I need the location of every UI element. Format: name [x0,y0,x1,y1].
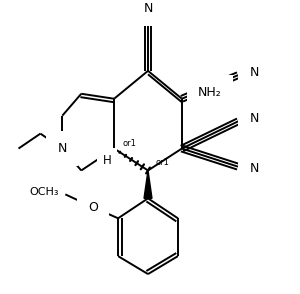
Text: N: N [58,142,67,155]
Text: N: N [250,162,259,175]
Text: H: H [103,154,112,167]
Text: NH₂: NH₂ [198,86,222,99]
Text: N: N [143,1,153,15]
Text: or1: or1 [156,158,170,167]
Text: or1: or1 [122,139,136,148]
Text: O: O [88,201,98,214]
Text: N: N [250,112,259,125]
Text: OCH₃: OCH₃ [30,187,59,197]
Text: N: N [250,66,259,79]
Polygon shape [144,171,152,198]
